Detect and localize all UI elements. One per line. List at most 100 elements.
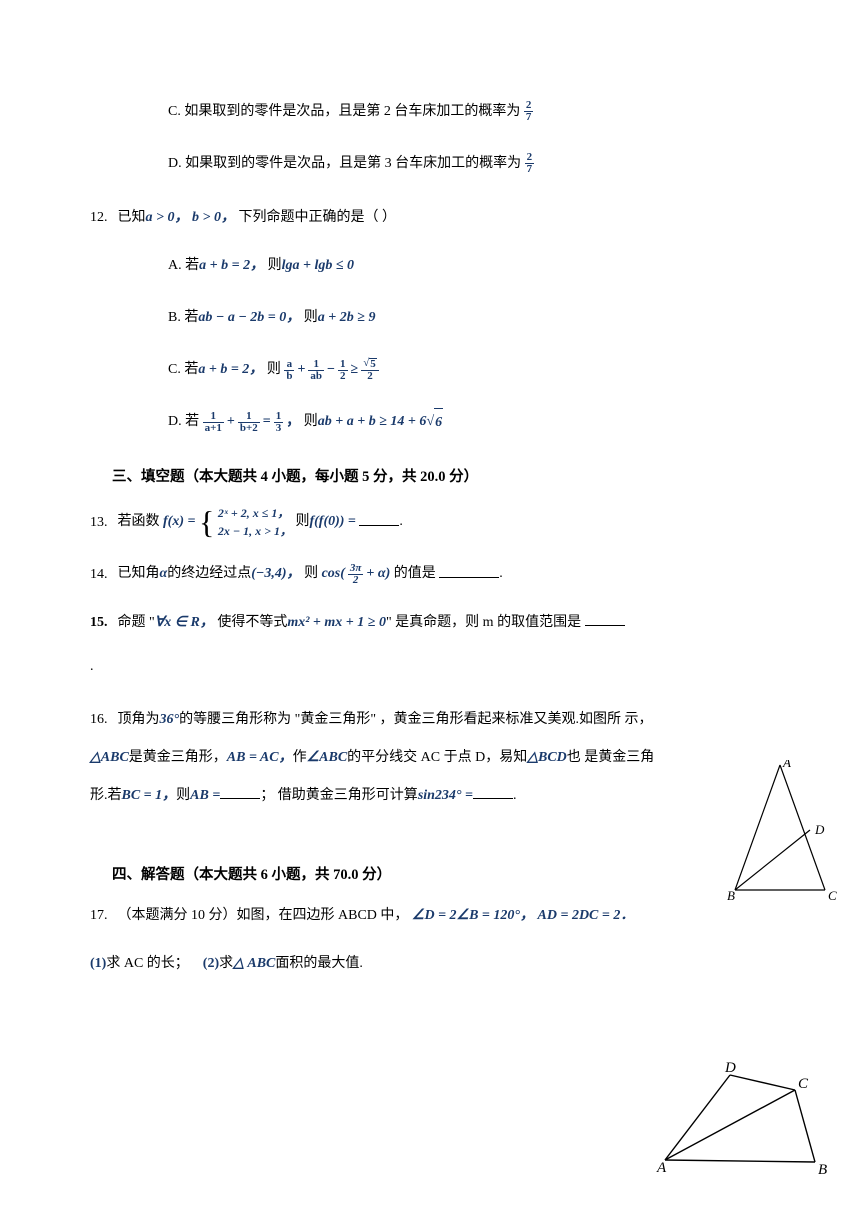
question-15: 15. 命题 "∀x ∈ R， 使得不等式mx² + mx + 1 ≥ 0" 是… xyxy=(90,609,800,681)
math-expr: a + b = 2， xyxy=(198,362,263,377)
math-expr: √6 xyxy=(426,408,443,437)
q-number: 12. xyxy=(90,204,114,232)
text: 若 xyxy=(185,414,199,429)
math-expr: △BCD xyxy=(527,750,567,765)
answer-blank xyxy=(439,564,499,578)
question-14: 14. 已知角α的终边经过点(−3,4)， 则 cos( 3π2 + α) 的值… xyxy=(90,560,800,588)
text: . xyxy=(399,515,403,530)
math-expr: lga + lgb ≤ 0 xyxy=(282,258,354,273)
q12-option-c: C. 若a + b = 2， 则 ab + 1ab − 12 ≥ √52 xyxy=(168,356,800,384)
text: 若 xyxy=(185,258,199,273)
answer-blank xyxy=(359,512,399,526)
text: 已知角 xyxy=(118,567,160,582)
answer-blank xyxy=(220,785,260,799)
math-expr: ∀x ∈ R， xyxy=(155,615,214,630)
text: 顶角为 xyxy=(118,712,160,727)
math-expr: ∠D = 2∠B = 120°， xyxy=(412,908,534,923)
text: . xyxy=(499,567,503,582)
question-16: 16. 顶角为36°的等腰三角形称为 "黄金三角形" ，黄金三角形看起来标准又美… xyxy=(90,701,800,815)
text: 则 xyxy=(304,414,318,429)
q-number: 17. xyxy=(90,902,114,930)
text: . xyxy=(513,788,517,803)
text: . xyxy=(90,653,800,681)
text: 的等腰三角形称为 "黄金三角形" ，黄金三角形看起来标准又美观.如图所 xyxy=(179,712,621,727)
q-number: 14. xyxy=(90,561,114,589)
stem-text: 下列命题中正确的是（ ） xyxy=(238,210,396,225)
math-expr: BC = 1， xyxy=(122,788,177,803)
svg-text:D: D xyxy=(814,822,825,837)
answer-blank xyxy=(585,612,625,626)
text: ； 借助黄金三角形可计算 xyxy=(260,788,418,803)
question-17-parts: (1)求 AC 的长； (2)求△ ABC面积的最大值. xyxy=(90,950,800,978)
svg-text:A: A xyxy=(656,1160,667,1176)
opt-text: 如果取到的零件是次品，且是第 2 台车床加工的概率为 xyxy=(184,104,520,119)
part-number: (2) xyxy=(203,956,219,971)
part-number: (1) xyxy=(90,956,106,971)
opt-prefix: D. xyxy=(168,414,182,429)
section-3-title: 三、填空题（本大题共 4 小题，每小题 5 分，共 20.0 分） xyxy=(112,465,800,486)
svg-text:B: B xyxy=(818,1162,827,1178)
math-expr: f(f(0)) = xyxy=(309,515,355,530)
math-expr: a + b = 2， xyxy=(199,258,264,273)
section-4-title: 四、解答题（本大题共 6 小题，共 70.0 分） xyxy=(112,863,800,884)
opt-prefix: C. xyxy=(168,104,181,119)
text: 的平分线交 AC 于点 D，易知 xyxy=(347,750,527,765)
q-number: 15. xyxy=(90,609,114,637)
opt-prefix: B. xyxy=(168,310,181,325)
text: 面积的最大值. xyxy=(275,956,363,971)
math-expr: cos( 3π2 + α) xyxy=(322,560,391,588)
math-expr: AD = 2DC = 2． xyxy=(538,908,635,923)
q12-option-d: D. 若 1a+1 + 1b+2 = 13 ， 则ab + a + b ≥ 14… xyxy=(168,408,800,437)
fraction: 27 xyxy=(524,100,534,123)
math-expr: 36° xyxy=(160,712,180,727)
text: 也 xyxy=(567,750,581,765)
text: （本题满分 10 分）如图，在四边形 ABCD 中， xyxy=(118,908,409,923)
svg-text:C: C xyxy=(798,1076,809,1092)
math-expr: △ABC xyxy=(90,750,129,765)
stem-text: 已知 xyxy=(118,210,146,225)
text: 则 xyxy=(295,515,309,530)
math-expr: b > 0， xyxy=(192,210,235,225)
text: 示， xyxy=(625,712,653,727)
question-13: 13. 若函数 f(x) = { 2ˣ + 2, x ≤ 1，2x − 1, x… xyxy=(90,504,800,540)
answer-blank xyxy=(473,785,513,799)
text: 若函数 xyxy=(118,515,160,530)
text: 的终边经过点 xyxy=(167,567,251,582)
q12-option-b: B. 若ab − a − 2b = 0， 则a + 2b ≥ 9 xyxy=(168,304,800,332)
math-expr: mx² + mx + 1 ≥ 0 xyxy=(287,615,386,630)
math-expr: AB = AC， xyxy=(227,750,293,765)
math-expr: ∠ABC xyxy=(307,750,348,765)
math-expr: a > 0， xyxy=(146,210,189,225)
svg-text:C: C xyxy=(828,888,837,903)
quadrilateral-diagram-q17: ABCD xyxy=(655,1060,835,1180)
math-expr: ab + a + b ≥ 14 + 6 xyxy=(318,414,427,429)
text: 的值是 xyxy=(394,567,436,582)
text: 则 xyxy=(176,788,190,803)
math-expr: (−3,4)， xyxy=(251,567,300,582)
text: 则 xyxy=(268,258,282,273)
text: 则 xyxy=(304,310,318,325)
triangle-diagram-q16: ABCD xyxy=(725,760,840,905)
text: 作 xyxy=(293,750,307,765)
q-number: 13. xyxy=(90,509,114,537)
q11-option-d: D. 如果取到的零件是次品，且是第 3 台车床加工的概率为 27 xyxy=(120,152,800,176)
text: 则 xyxy=(304,567,318,582)
q-number: 16. xyxy=(90,701,114,739)
text: 求 xyxy=(219,956,233,971)
text: 命题 " xyxy=(118,615,155,630)
question-12: 12. 已知a > 0， b > 0， 下列命题中正确的是（ ） xyxy=(90,204,800,232)
text: 是黄金三角形， xyxy=(129,750,227,765)
math-expr: ab + 1ab − 12 ≥ √52 xyxy=(284,356,378,384)
opt-prefix: C. xyxy=(168,362,181,377)
text: 若 xyxy=(184,310,198,325)
fraction: 27 xyxy=(525,152,535,175)
text: 若 xyxy=(184,362,198,377)
math-expr: 1a+1 + 1b+2 = 13 ， xyxy=(203,408,301,436)
text: " 是真命题，则 m 的取值范围是 xyxy=(386,615,581,630)
question-17: 17. （本题满分 10 分）如图，在四边形 ABCD 中， ∠D = 2∠B … xyxy=(90,902,800,930)
opt-prefix: A. xyxy=(168,258,182,273)
q12-option-a: A. 若a + b = 2， 则lga + lgb ≤ 0 xyxy=(168,252,800,280)
svg-text:A: A xyxy=(782,760,791,770)
text: 则 xyxy=(267,362,281,377)
math-expr: △ ABC xyxy=(233,956,275,971)
